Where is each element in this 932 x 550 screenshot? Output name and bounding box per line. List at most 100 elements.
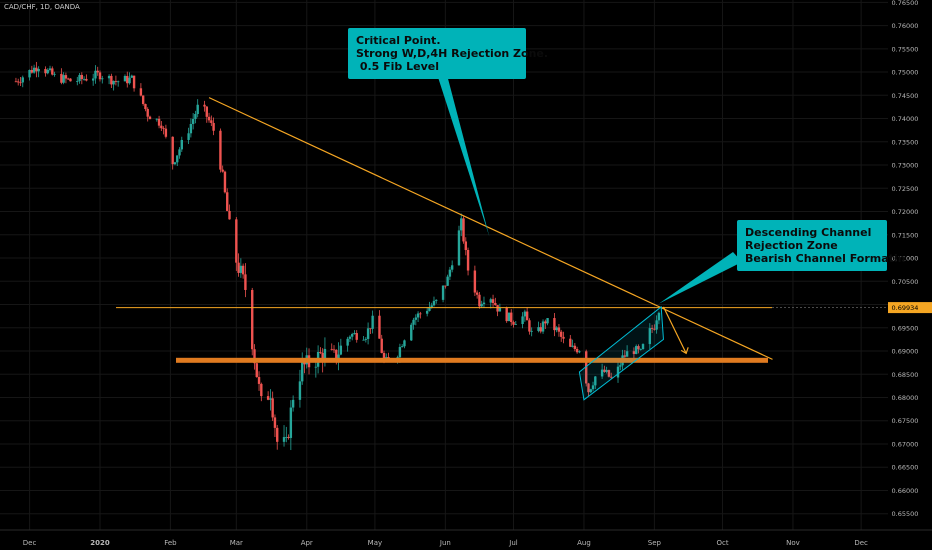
candle: [30, 65, 34, 74]
candle: [37, 66, 40, 78]
time-tick-label: May: [368, 539, 382, 547]
price-tick-label: 0.66000: [892, 487, 919, 495]
candle: [157, 115, 161, 129]
ascending-channel[interactable]: [578, 305, 664, 401]
candle: [160, 121, 163, 131]
candle: [53, 71, 56, 77]
candle: [114, 75, 118, 86]
callout-line: Strong W,D,4H Rejection Zone.: [356, 47, 549, 60]
candle: [110, 73, 113, 89]
price-tick-label: 0.72500: [892, 185, 919, 193]
price-tick-label: 0.66500: [892, 464, 919, 472]
candle: [414, 314, 418, 326]
candle: [553, 312, 556, 337]
candle: [273, 414, 277, 438]
candle: [371, 310, 374, 334]
candle: [130, 74, 134, 78]
candle: [537, 321, 540, 333]
candles: [14, 61, 661, 451]
candle: [269, 389, 272, 411]
candle: [378, 310, 381, 339]
candle: [603, 365, 606, 373]
price-tick-label: 0.76000: [892, 22, 919, 30]
candle: [337, 342, 340, 371]
candle: [587, 382, 590, 397]
candle: [332, 345, 336, 353]
candle: [148, 115, 152, 120]
candle: [464, 237, 467, 256]
price-tick-label: 0.68000: [892, 394, 919, 402]
candle: [557, 323, 561, 337]
candle: [573, 343, 577, 352]
candle: [462, 216, 465, 244]
candle: [330, 343, 333, 351]
candle: [528, 318, 531, 335]
candle: [82, 76, 86, 81]
candle: [301, 352, 304, 385]
candle: [19, 76, 22, 87]
time-tick-label: Oct: [716, 539, 728, 547]
candle: [653, 324, 656, 331]
callout-line: 0.5 Fib Level: [356, 60, 440, 73]
candle: [475, 290, 479, 299]
candle: [44, 66, 47, 77]
candle: [410, 322, 413, 341]
candle: [205, 106, 208, 123]
time-tick-label: Dec: [23, 539, 37, 547]
candle: [362, 336, 365, 341]
candle: [510, 309, 513, 326]
candle: [505, 306, 508, 323]
candle: [271, 391, 274, 421]
candle: [353, 330, 356, 335]
candle: [107, 74, 111, 85]
price-tick-label: 0.76500: [892, 0, 919, 7]
support-zone[interactable]: [176, 357, 768, 363]
current-price-label: 0.69934: [892, 304, 919, 312]
candle: [251, 287, 254, 356]
candle: [141, 95, 145, 106]
candle: [76, 76, 79, 86]
candle: [241, 263, 245, 279]
candle: [207, 112, 211, 123]
time-tick-label: Jun: [439, 539, 451, 547]
price-tick-label: 0.65500: [892, 510, 919, 518]
price-axis[interactable]: 0.76500 0.76000 0.75500 0.75000 0.74500 0.740…: [888, 0, 932, 550]
candle: [21, 75, 24, 88]
candle: [600, 363, 604, 379]
candle: [478, 292, 481, 309]
candle: [569, 335, 572, 348]
candle: [494, 297, 497, 306]
candle: [466, 247, 470, 276]
candle: [591, 381, 595, 392]
candle: [132, 75, 136, 92]
candle: [625, 345, 629, 357]
candle: [276, 424, 279, 450]
candle: [491, 294, 495, 307]
candle: [14, 77, 18, 83]
candle: [594, 375, 597, 390]
candle: [51, 66, 54, 76]
candle: [223, 170, 227, 194]
candle: [244, 263, 247, 298]
candle: [634, 344, 638, 355]
descending-trendline[interactable]: [208, 97, 773, 360]
price-tick-label: 0.75500: [892, 45, 919, 53]
callout-critical-point: Critical Point. Strong W,D,4H Rejection …: [348, 28, 549, 79]
candle: [139, 83, 143, 97]
current-price-tag: [888, 302, 932, 314]
candle: [450, 260, 454, 273]
symbol-label: CAD/CHF, 1D, OANDA: [4, 3, 80, 11]
price-tick-label: 0.69000: [892, 348, 919, 356]
candle: [412, 317, 415, 330]
callout-pointer: [436, 71, 490, 237]
candle: [212, 117, 215, 136]
time-axis[interactable]: Dec 2020 Feb Mar Apr May Jun Jul Aug Sep Oct Nov Dec: [0, 529, 932, 547]
callout-line: Critical Point.: [356, 34, 441, 47]
candle: [164, 124, 168, 139]
candle: [144, 103, 147, 112]
arrow-head-icon: [680, 347, 689, 355]
price-tick-label: 0.69500: [892, 324, 919, 332]
candle: [637, 344, 640, 354]
candle: [255, 362, 258, 378]
